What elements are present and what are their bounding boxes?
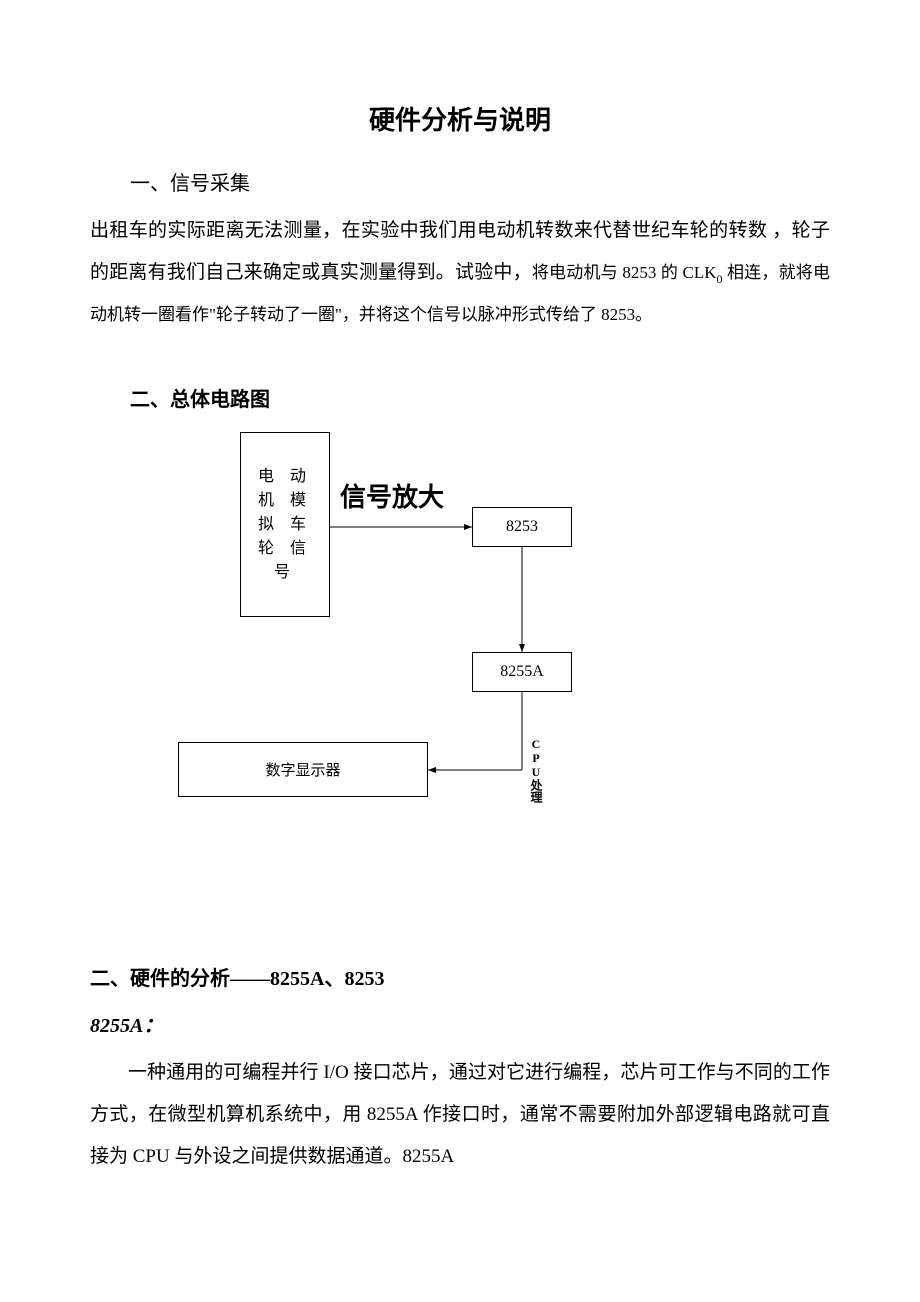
s3-head-text: 二、硬件的分析——8255A、8253 — [90, 968, 384, 990]
section2-head: 二、总体电路图 — [130, 383, 830, 412]
box-8255: 8255A — [472, 652, 572, 692]
motor-box: 电 动 机 模 拟 车 轮 信 号 — [240, 432, 330, 617]
circuit-diagram: 电 动 机 模 拟 车 轮 信 号 信号放大 8253 8255A 数字显示器 … — [90, 432, 830, 852]
cpu-label: CPU处理 — [530, 737, 542, 803]
section3-head: 二、硬件的分析——8255A、8253 — [90, 962, 830, 991]
section1-para: 出租车的实际距离无法测量，在实验中我们用电动机转数来代替世纪车轮的转数 ，轮子的… — [90, 210, 830, 335]
motor-r2: 机 模 — [258, 489, 312, 513]
section3-para: 一种通用的可编程并行 I/O 接口芯片，通过对它进行编程，芯片可工作与不同的工作… — [90, 1052, 830, 1177]
motor-r4: 轮 信 — [258, 537, 312, 561]
amp-label: 信号放大 — [340, 477, 444, 514]
box-display: 数字显示器 — [178, 742, 428, 797]
p1b: 将电动机与 8253 的 CLK — [532, 263, 717, 282]
box-8253: 8253 — [472, 507, 572, 547]
section1-head: 一、信号采集 — [130, 167, 830, 196]
motor-r1: 电 动 — [258, 465, 312, 489]
motor-r5: 号 — [274, 561, 296, 585]
chip-8255a-label: 8255A： — [90, 1009, 830, 1038]
motor-r3: 拟 车 — [258, 513, 312, 537]
page-title: 硬件分析与说明 — [90, 100, 830, 137]
